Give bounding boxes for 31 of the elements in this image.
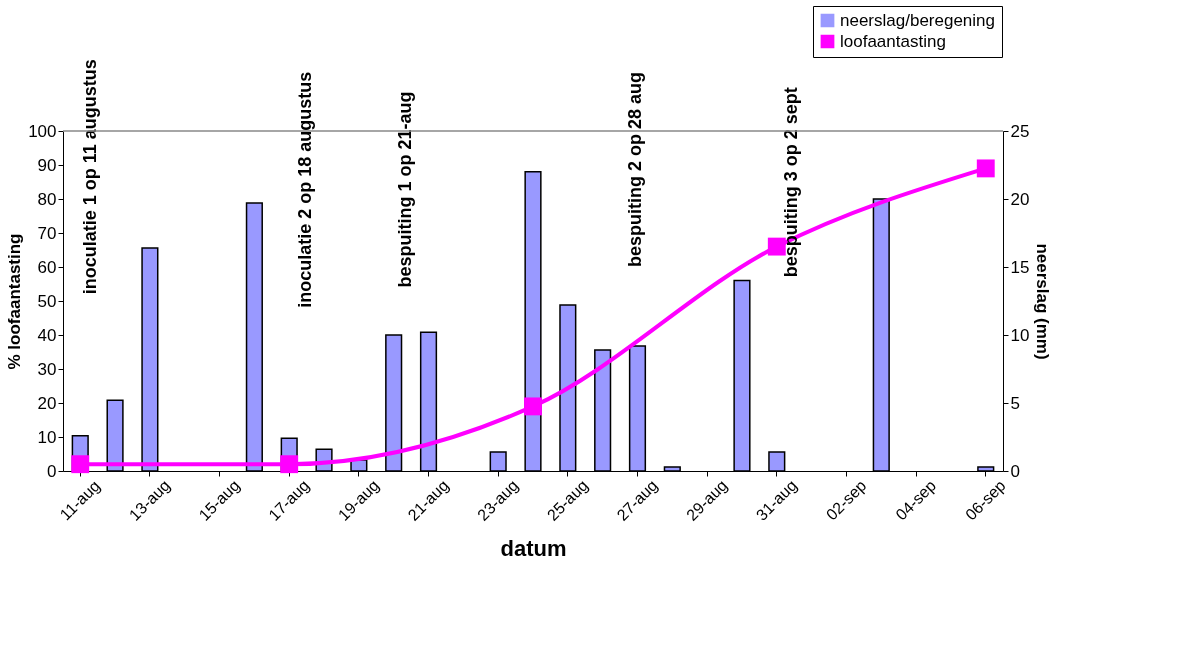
y-tick-label: 100 — [28, 121, 57, 141]
point — [976, 159, 995, 178]
y-tick-label: 0 — [47, 461, 57, 481]
point — [71, 455, 90, 474]
x-axis-title: datum — [500, 535, 567, 561]
y-tick-label: 70 — [37, 223, 57, 243]
legend-label: neerslag/beregening — [840, 10, 996, 30]
point — [524, 397, 542, 416]
y-tick-label: 10 — [37, 427, 57, 447]
y2-tick-label: 25 — [1010, 121, 1030, 141]
y2-axis-title: neerslag (mm) — [1033, 243, 1053, 360]
y2-tick-label: 20 — [1010, 189, 1030, 209]
legend-label: loofaantasting — [840, 31, 946, 51]
y-tick-label: 40 — [37, 325, 57, 345]
annotation: bespuiting 2 op 28 aug — [625, 71, 646, 267]
y-tick-label: 60 — [37, 257, 57, 277]
y-tick-label: 50 — [37, 291, 57, 311]
annotation: bespuiting 3 op 2 sept — [780, 87, 801, 278]
y-tick-label: 30 — [37, 359, 57, 379]
y-tick-label: 80 — [37, 189, 57, 209]
y-axis-title: % loofaantasting — [5, 233, 25, 370]
y-tick-label: 20 — [37, 393, 57, 413]
y2-tick-label: 5 — [1010, 393, 1020, 413]
y2-tick-label: 0 — [1010, 461, 1020, 481]
annotation: inoculatie 1 op 11 augustus — [80, 59, 101, 295]
annotation: inoculatie 2 op 18 augustus — [294, 71, 315, 308]
annotation: bespuiting 1 op 21-aug — [395, 91, 416, 288]
point — [280, 455, 299, 474]
y2-tick-label: 15 — [1010, 257, 1030, 277]
y2-tick-label: 10 — [1010, 325, 1030, 345]
y-tick-label: 90 — [37, 155, 57, 175]
